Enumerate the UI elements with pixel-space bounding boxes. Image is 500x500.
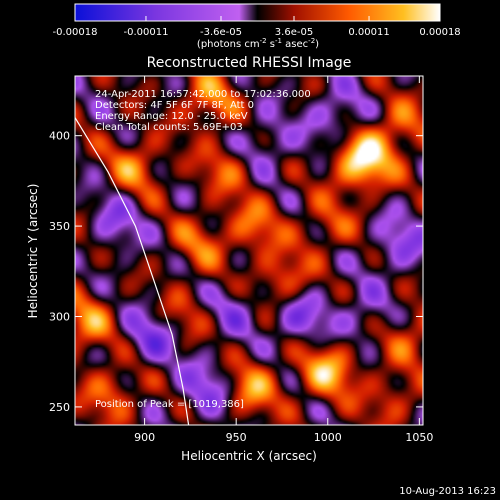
colorbar-tick-label-0: -0.00018 — [53, 27, 98, 38]
y-tick-label-0: 250 — [49, 401, 70, 414]
plot-frame — [74, 75, 424, 426]
y-tick-label-2: 350 — [49, 220, 70, 233]
colorbar-tick-label-4: 0.00011 — [348, 27, 389, 38]
colorbar-tick-label-2: -3.6e-05 — [200, 27, 242, 38]
y-tick-label-3: 400 — [49, 130, 70, 143]
chart-title: Reconstructed RHESSI Image — [147, 55, 352, 71]
colorbar-label: (photons cm-2 s-1 asec-2) — [197, 37, 319, 50]
colorbar-tick-label-5: 0.00018 — [419, 27, 460, 38]
y-axis-label: Heliocentric Y (arcsec) — [26, 184, 40, 319]
annotation-time: 24-Apr-2011 16:57:42.000 to 17:02:36.000 — [95, 89, 311, 100]
colorbar-tick-label-3: 3.6e-05 — [275, 27, 313, 38]
x-tick-label-1: 950 — [226, 431, 247, 444]
annotation-detectors: Detectors: 4F 5F 6F 7F 8F, Att 0 — [95, 100, 254, 111]
x-tick-label-0: 900 — [134, 431, 155, 444]
colorbar-ticks: -0.00018 -0.00011 -3.6e-05 3.6e-05 0.00011 0.… — [53, 16, 461, 38]
x-tick-label-3: 1050 — [405, 431, 433, 444]
heatmap-image — [75, 76, 423, 425]
peak-position-label: Position of Peak = [1019,386] — [95, 399, 244, 410]
colorbar — [74, 3, 441, 22]
x-axis-ticks: 900 950 1000 1050 — [134, 76, 433, 444]
footer-date: 10-Aug-2013 16:23 — [399, 486, 496, 497]
annotation-energy: Energy Range: 12.0 - 25.0 keV — [95, 111, 248, 122]
annotation-counts: Clean Total counts: 5.69E+03 — [95, 122, 243, 133]
colorbar-tick-label-1: -0.00011 — [123, 27, 168, 38]
y-tick-label-1: 300 — [49, 311, 70, 324]
y-axis-ticks: 250 300 350 400 — [49, 130, 423, 414]
x-axis-label: Heliocentric X (arcsec) — [181, 449, 317, 463]
x-tick-label-2: 1000 — [314, 431, 342, 444]
solar-limb-curve — [75, 117, 190, 425]
